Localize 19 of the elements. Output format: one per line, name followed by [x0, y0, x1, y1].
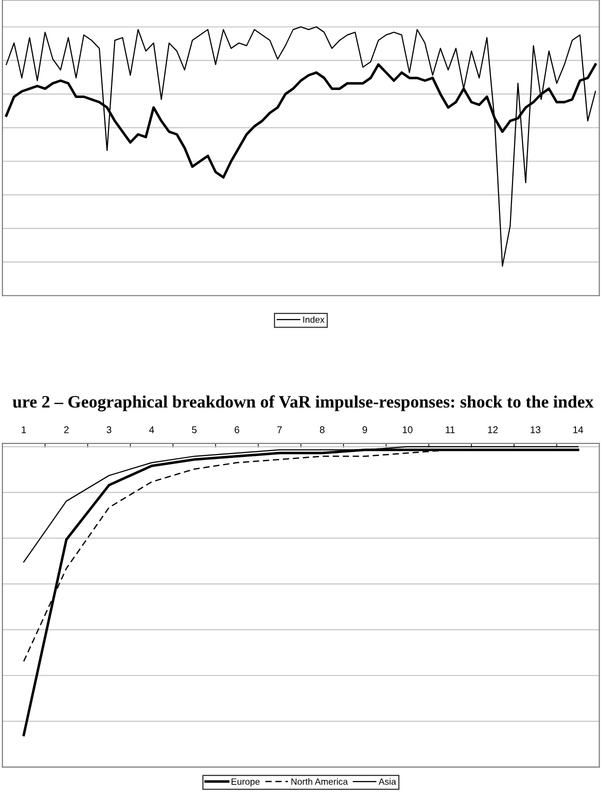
- x-tick-label: 8: [320, 426, 324, 434]
- x-tick-label: 4: [149, 426, 154, 434]
- x-tick-label: 12: [488, 426, 498, 434]
- x-tick-label: 3: [106, 426, 112, 434]
- x-tick-label: 1: [22, 426, 26, 434]
- x-tick-label: 11: [446, 426, 455, 434]
- chart-title: ure 2 – Geographical breakdown of VaR impulse-responses: shock to the index: [12, 395, 594, 412]
- legend-label: Index: [303, 316, 324, 323]
- x-tick-label: 9: [362, 426, 368, 434]
- x-tick-label: 7: [277, 426, 282, 434]
- x-tick-label: 10: [402, 426, 412, 434]
- x-tick-label: 5: [192, 426, 197, 434]
- x-tick-label: 13: [530, 426, 540, 434]
- legend-label: Europe: [232, 778, 260, 787]
- x-tick-label: 6: [234, 426, 240, 434]
- legend-label: North America: [291, 778, 348, 785]
- legend-label: Asia: [378, 778, 396, 785]
- x-tick-label: 2: [64, 426, 69, 434]
- x-tick-label: 14: [573, 426, 584, 434]
